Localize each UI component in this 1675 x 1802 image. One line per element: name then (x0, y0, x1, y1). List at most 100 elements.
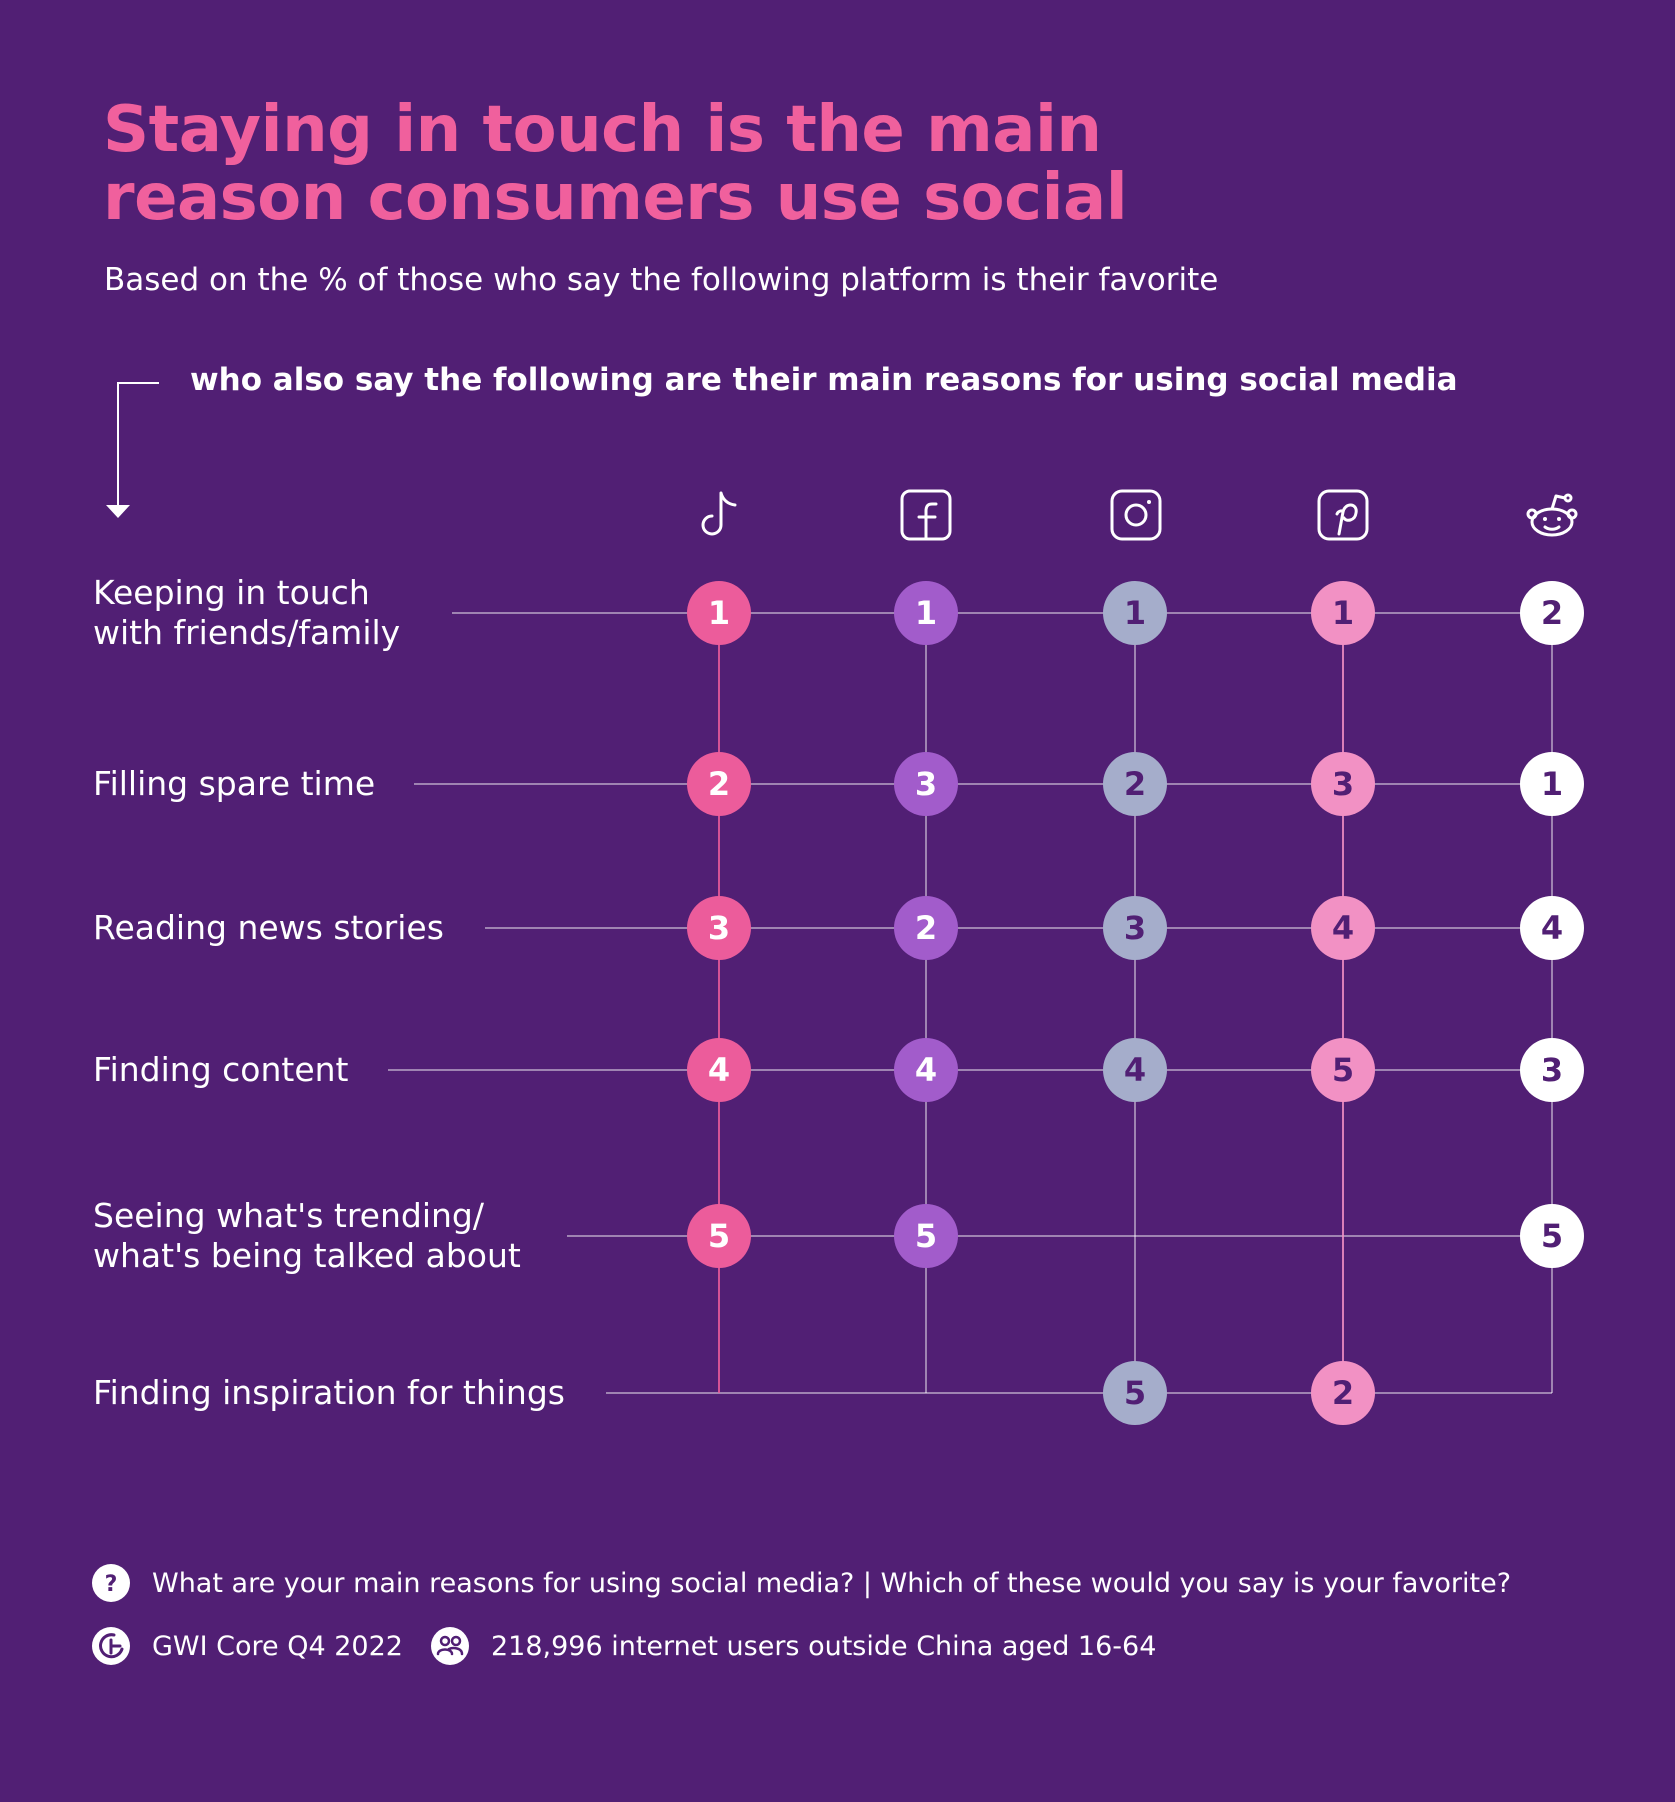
rank-circle (894, 896, 958, 960)
row-label: Seeing what's trending/what's being talk… (93, 1196, 521, 1275)
rank-marker: 2 (1311, 1361, 1375, 1425)
rank-value: 4 (708, 1051, 730, 1089)
rank-value: 4 (1541, 909, 1563, 947)
rank-value: 2 (708, 765, 730, 803)
pinterest-icon (1317, 489, 1369, 541)
gwi-logo-icon (92, 1627, 130, 1665)
rank-marker: 1 (894, 581, 958, 645)
rank-value: 2 (1332, 1374, 1354, 1412)
rank-circle (1520, 1038, 1584, 1102)
lead-in-arrow (106, 382, 159, 518)
row-label-line: with friends/family (93, 613, 400, 652)
rank-circle (1311, 896, 1375, 960)
rank-value: 3 (1124, 909, 1146, 947)
audience-icon (430, 1627, 469, 1665)
chart-title-line-1: Staying in touch is the main (103, 93, 1102, 167)
rank-marker: 2 (687, 752, 751, 816)
rank-value: 5 (1124, 1374, 1146, 1412)
rank-circle (1103, 1361, 1167, 1425)
row-label: Keeping in touch with friends/family (93, 573, 400, 652)
rank-value: 3 (708, 909, 730, 947)
row-label: Finding inspiration for things (93, 1373, 565, 1412)
rank-value: 2 (1124, 765, 1146, 803)
footer-sample-text: 218,996 internet users outside China age… (490, 1630, 1157, 1662)
footer-source: GWI Core Q4 2022 218,996 internet users … (92, 1627, 1156, 1665)
rank-marker: 4 (1103, 1038, 1167, 1102)
instagram-icon (1110, 489, 1162, 541)
rank-circle (1103, 896, 1167, 960)
rank-value: 4 (1332, 909, 1354, 947)
rank-value: 2 (1541, 594, 1563, 632)
rank-value: 3 (1332, 765, 1354, 803)
footer-source-text: GWI Core Q4 2022 (152, 1630, 403, 1662)
row-label: Reading news stories (93, 908, 444, 947)
rank-value: 3 (1541, 1051, 1563, 1089)
rank-markers: 1 1 1 1 2 2 3 2 3 1 3 2 3 4 4 4 4 4 5 3 5 5 5 5 2 (687, 581, 1584, 1425)
row-label-line: Finding content (93, 1050, 349, 1089)
reddit-icon (1526, 493, 1578, 537)
rank-value: 5 (708, 1217, 730, 1255)
rank-circle (687, 581, 751, 645)
rank-circle (1311, 1038, 1375, 1102)
rank-circle (687, 752, 751, 816)
rank-marker: 3 (1311, 752, 1375, 816)
rank-circle (1520, 896, 1584, 960)
rank-circle (687, 1038, 751, 1102)
rank-marker: 5 (1520, 1204, 1584, 1268)
tiktok-icon (701, 491, 737, 536)
rank-value: 2 (915, 909, 937, 947)
rank-value: 1 (1124, 594, 1146, 632)
footer-question: ? What are your main reasons for using s… (92, 1564, 1511, 1602)
rank-marker: 2 (1520, 581, 1584, 645)
rank-value: 4 (915, 1051, 937, 1089)
rank-circle (687, 1204, 751, 1268)
rank-circle (894, 1204, 958, 1268)
rank-marker: 1 (687, 581, 751, 645)
rank-marker: 1 (1103, 581, 1167, 645)
row-label: Finding content (93, 1050, 349, 1089)
question-icon: ? (92, 1564, 130, 1602)
rank-marker: 5 (1311, 1038, 1375, 1102)
rank-value: 1 (915, 594, 937, 632)
row-label-line: Seeing what's trending/ (93, 1196, 485, 1235)
rank-value: 1 (1541, 765, 1563, 803)
rank-marker: 5 (1103, 1361, 1167, 1425)
chart-title: Staying in touch is the main reason cons… (103, 96, 1303, 232)
lead-in-text: who also say the following are their mai… (190, 362, 1458, 398)
rank-circle (1311, 581, 1375, 645)
rank-circle (1103, 1038, 1167, 1102)
rank-circle (1103, 581, 1167, 645)
rank-marker: 1 (1520, 752, 1584, 816)
rank-marker: 2 (1103, 752, 1167, 816)
rank-marker: 4 (687, 1038, 751, 1102)
rank-marker: 3 (894, 752, 958, 816)
rank-marker: 3 (1103, 896, 1167, 960)
rank-circle (1311, 752, 1375, 816)
footer-question-text: What are your main reasons for using soc… (152, 1567, 1512, 1599)
rank-value: 5 (915, 1217, 937, 1255)
rank-value: 5 (1541, 1217, 1563, 1255)
rank-circle (687, 896, 751, 960)
rank-circle (1520, 581, 1584, 645)
chart-subtitle: Based on the % of those who say the foll… (104, 262, 1219, 298)
svg-text:?: ? (105, 1572, 118, 1597)
rank-circle (894, 1038, 958, 1102)
row-label: Filling spare time (93, 764, 375, 803)
rank-value: 1 (708, 594, 730, 632)
rank-value: 3 (915, 765, 937, 803)
rank-circle (1311, 1361, 1375, 1425)
rank-marker: 4 (1311, 896, 1375, 960)
rank-circle (1103, 752, 1167, 816)
rank-marker: 3 (1520, 1038, 1584, 1102)
row-label-line: Reading news stories (93, 908, 444, 947)
row-label-line: Keeping in touch (93, 573, 370, 612)
row-label-line: Filling spare time (93, 764, 375, 803)
rank-marker: 4 (1520, 896, 1584, 960)
rank-value: 4 (1124, 1051, 1146, 1089)
rank-marker: 5 (894, 1204, 958, 1268)
row-label-line: what's being talked about (93, 1236, 521, 1275)
rank-marker: 5 (687, 1204, 751, 1268)
rank-circle (1520, 1204, 1584, 1268)
rank-circle (894, 752, 958, 816)
